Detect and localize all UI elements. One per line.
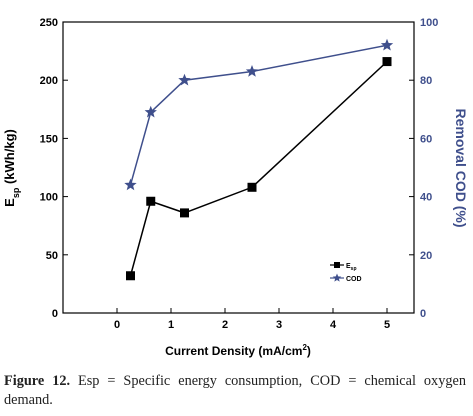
right-y-tick-label: 20 (420, 250, 432, 262)
chart: 0 1 2 3 4 5 0 50 100 150 200 250 0 20 40 60 80 100 Curr… (2, 17, 469, 358)
left-y-tick-label: 50 (46, 250, 58, 262)
left-y-tick-label: 200 (40, 75, 58, 87)
e-point (146, 196, 156, 206)
legend-esp-marker (334, 262, 340, 268)
right-y-tick-label: 0 (420, 308, 426, 320)
figure-caption: Figure 12. Esp = Specific energy consump… (4, 372, 466, 410)
e-series-line (129, 61, 388, 276)
right-y-tick-label: 80 (420, 75, 432, 87)
caption-text: Esp = Specific energy consumption, COD =… (4, 373, 466, 408)
legend-cod-label: COD (346, 276, 362, 283)
cod-point (178, 73, 191, 86)
plot-frame (62, 21, 415, 314)
legend: Esp COD (330, 262, 362, 283)
legend-cod-marker (332, 273, 342, 282)
left-y-axis-ticks: 0 50 100 150 200 250 (40, 17, 68, 320)
x-tick-label: 0 (114, 319, 120, 331)
e-point (180, 208, 189, 218)
e-point (382, 57, 392, 67)
x-tick-label: 5 (384, 319, 390, 331)
left-y-tick-label: 150 (40, 133, 58, 145)
x-tick-label: 1 (168, 319, 174, 331)
right-y-tick-label: 40 (420, 192, 432, 204)
series-layer (124, 38, 394, 281)
right-y-axis-label: Removal COD (%) (453, 108, 469, 227)
caption-label: Figure 12. (4, 373, 71, 389)
cod-point (245, 64, 259, 77)
right-y-axis-ticks: 0 20 40 60 80 100 (409, 17, 438, 320)
x-tick-label: 2 (222, 319, 228, 331)
right-y-tick-label: 60 (420, 133, 432, 145)
left-y-tick-label: 0 (52, 308, 58, 320)
x-axis-ticks: 0 1 2 3 4 5 (114, 308, 390, 331)
cod-point (380, 38, 394, 51)
cod-series-line (129, 44, 388, 186)
e-point (126, 271, 135, 281)
cod-point (144, 105, 157, 118)
e-point (247, 182, 257, 192)
cod-point (124, 178, 137, 191)
legend-esp-label: Esp (346, 263, 357, 272)
left-y-axis-label: Esp (kWh/kg) (2, 129, 21, 207)
x-tick-label: 3 (276, 319, 282, 331)
x-tick-label: 4 (330, 319, 337, 331)
right-y-tick-label: 100 (420, 17, 438, 29)
x-axis-label: Current Density (mA/cm2) (165, 343, 311, 358)
left-y-tick-label: 100 (40, 192, 58, 204)
left-y-tick-label: 250 (40, 17, 58, 29)
